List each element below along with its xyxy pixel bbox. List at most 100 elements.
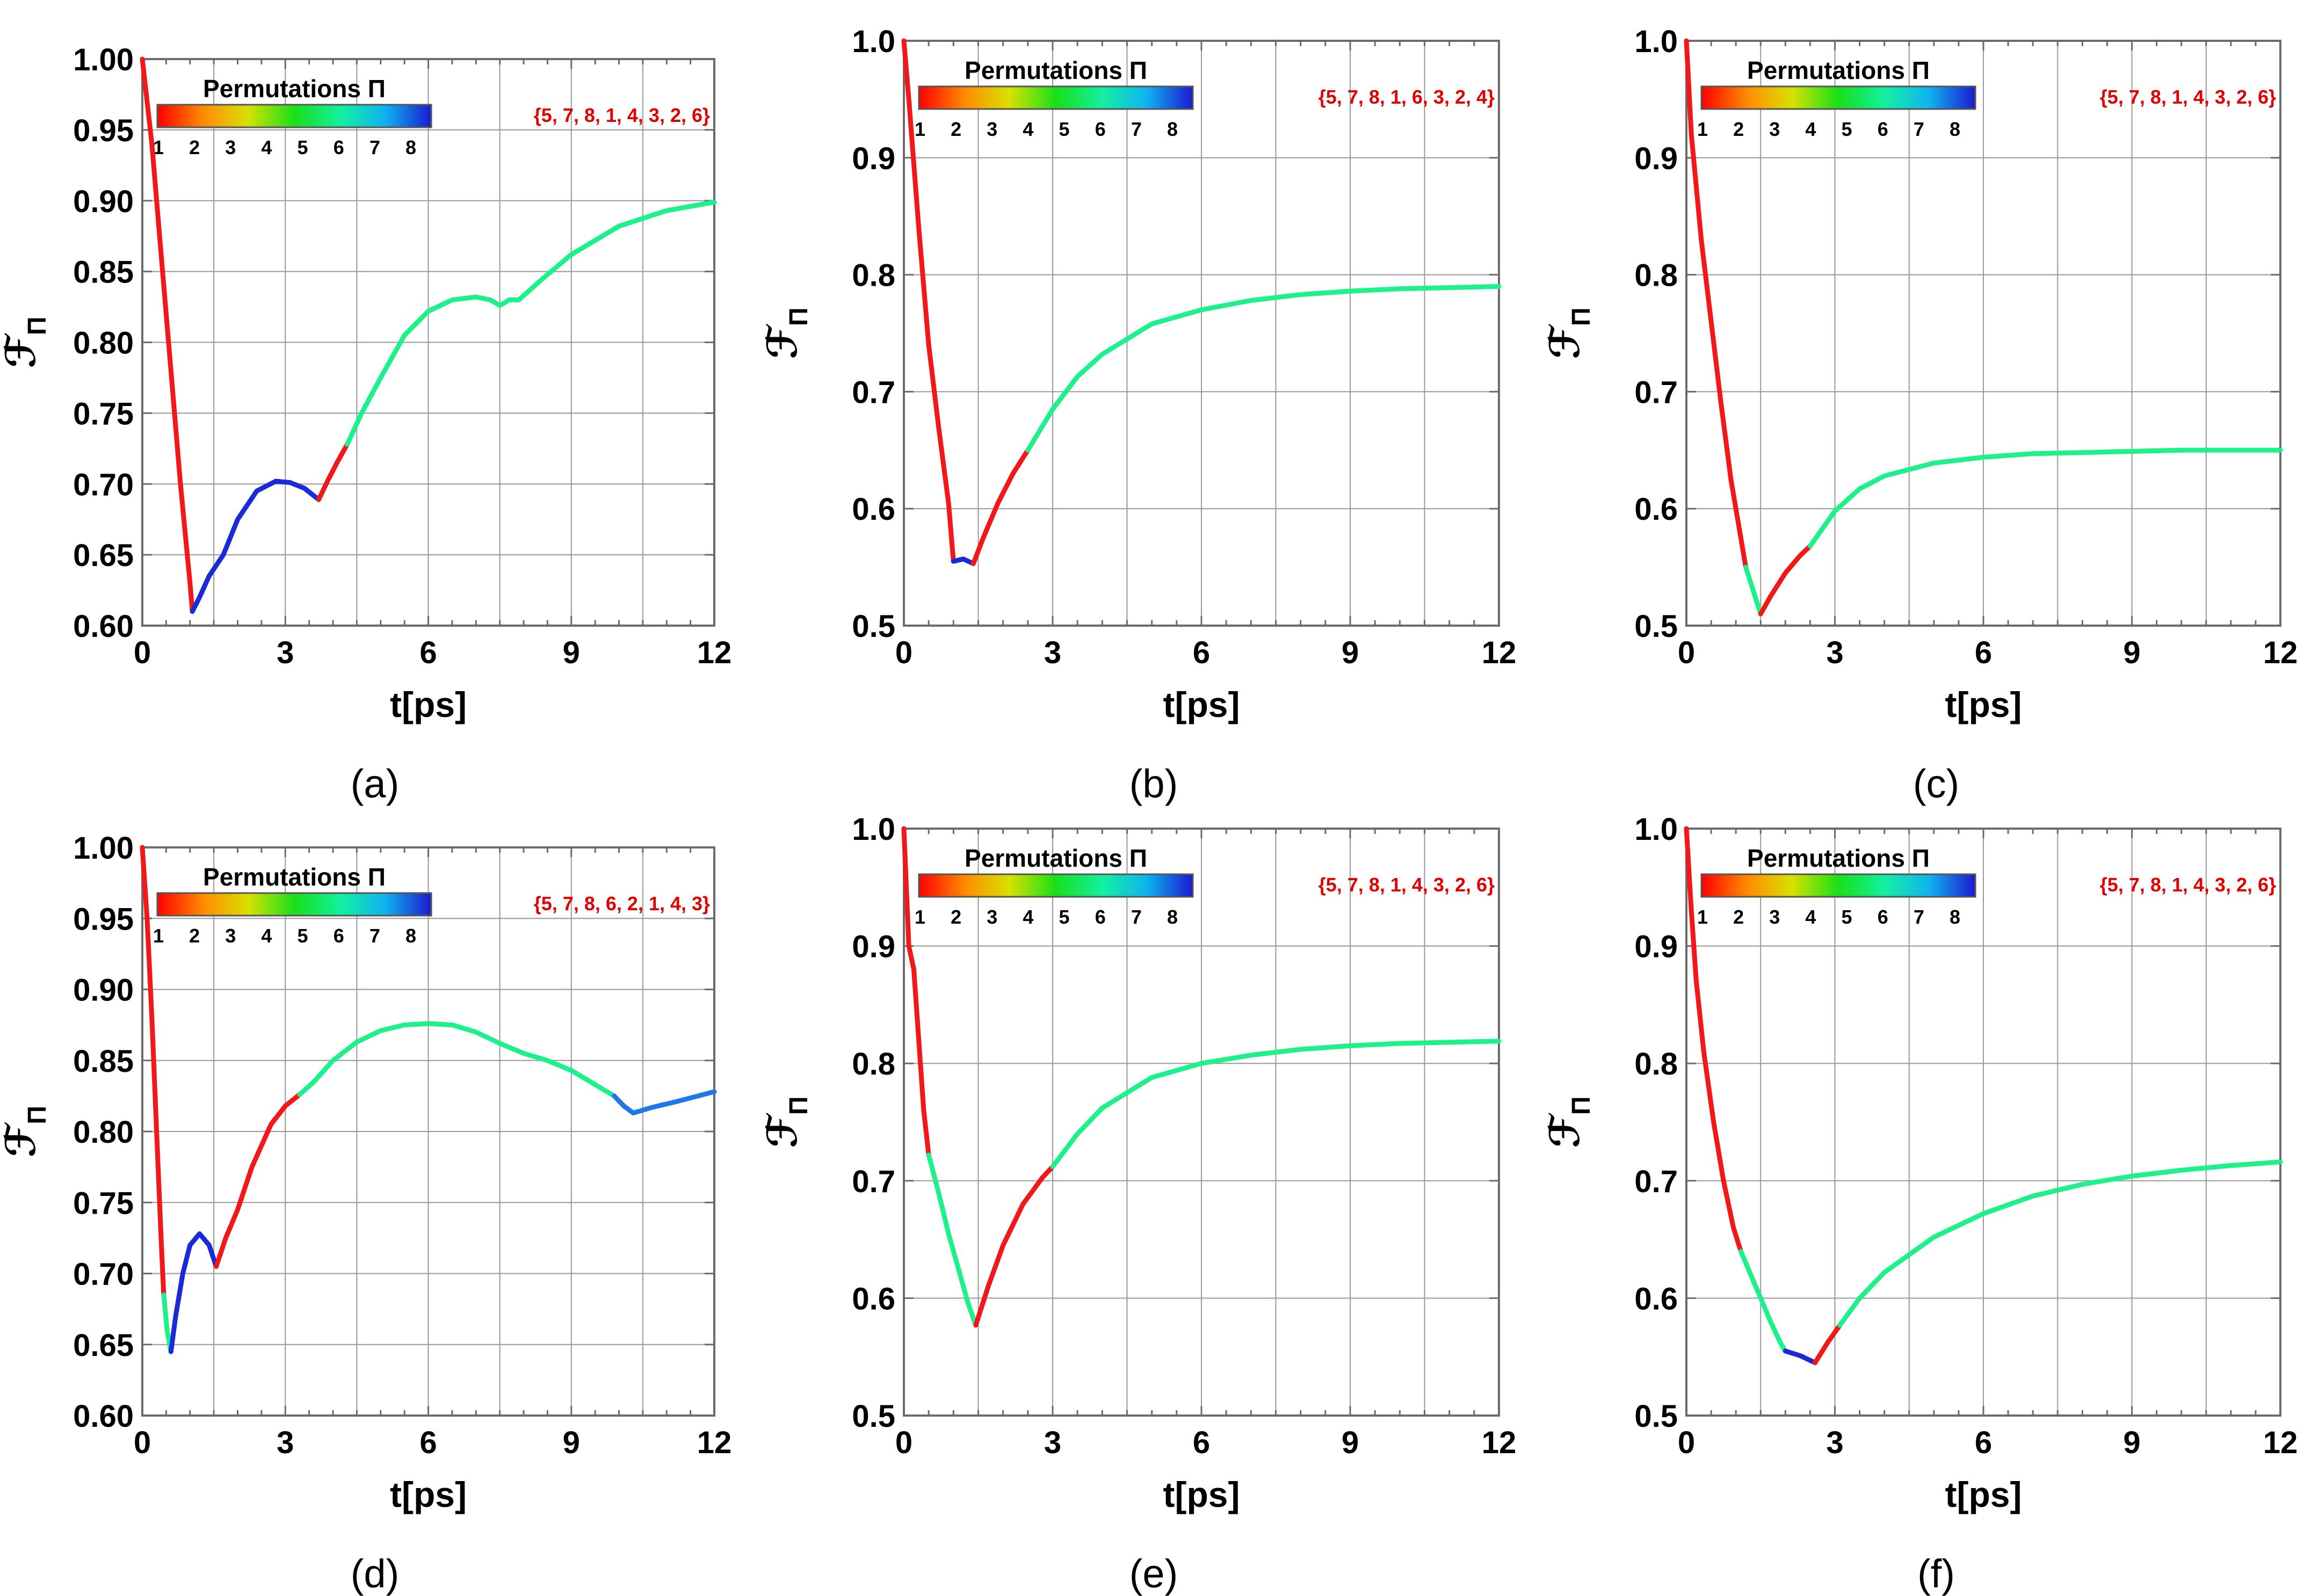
- y-tick-label: 0.7: [852, 375, 895, 410]
- y-tick-label: 0.65: [73, 1328, 134, 1363]
- y-tick-label: 0.9: [852, 141, 895, 176]
- y-tick-label: 0.9: [1634, 930, 1678, 964]
- series-line-3: [1783, 1348, 1818, 1366]
- x-axis-label: t[ps]: [390, 1475, 467, 1514]
- y-axis-label-subscript: Π: [1567, 307, 1596, 326]
- colorbar-tick-label: 4: [261, 136, 272, 158]
- x-tick-label: 0: [895, 635, 912, 670]
- y-tick-label: 0.7: [852, 1164, 895, 1199]
- colorbar-tick-label: 1: [153, 925, 164, 947]
- y-tick-label: 1.00: [73, 831, 134, 866]
- y-axis-label-symbol: ℱ: [1542, 324, 1588, 359]
- colorbar-tick-label: 1: [1697, 118, 1708, 140]
- y-tick-label: 1.0: [1634, 812, 1678, 847]
- chart-panel-e: 0 3 6 9 120.50.60.70.80.91.0t[ps]ℱΠPermutati…: [760, 812, 1516, 1596]
- x-tick-label: 3: [1826, 635, 1843, 670]
- series-line-4: [1025, 284, 1502, 453]
- y-tick-label: 0.6: [1634, 1281, 1678, 1316]
- y-tick-label: 0.6: [1634, 492, 1678, 527]
- y-tick-label: 0.80: [73, 326, 134, 361]
- x-tick-label: 12: [1482, 635, 1517, 670]
- y-tick-label: 0.6: [852, 1281, 895, 1316]
- colorbar-tick-label: 3: [1769, 906, 1780, 928]
- colorbar-tick-label: 6: [1095, 906, 1106, 928]
- chart-panel-c: 0 3 6 9 120.50.60.70.80.91.0t[ps]ℱΠPermutati…: [1542, 24, 2298, 806]
- colorbar-title: Permutations Π: [965, 844, 1147, 872]
- y-tick-label: 0.90: [73, 973, 134, 1008]
- x-axis-label: t[ps]: [1945, 1475, 2022, 1514]
- series-line-2: [190, 478, 321, 614]
- series-line-1: [140, 845, 166, 1297]
- series-line-5: [297, 1021, 617, 1099]
- colorbar-title: Permutations Π: [203, 75, 386, 103]
- colorbar: [918, 85, 1194, 110]
- y-axis-label-symbol: ℱ: [0, 1122, 44, 1157]
- colorbar-title: Permutations Π: [965, 56, 1147, 84]
- x-axis-label: t[ps]: [390, 685, 467, 724]
- colorbar: [918, 873, 1194, 898]
- y-tick-label: 0.5: [852, 1399, 895, 1434]
- colorbar-tick-label: 4: [261, 925, 272, 947]
- x-tick-label: 3: [277, 1425, 294, 1460]
- colorbar-tick-label: 3: [225, 136, 236, 158]
- y-axis-label-symbol: ℱ: [760, 1113, 806, 1148]
- x-tick-label: 9: [1342, 1425, 1359, 1460]
- y-tick-label: 0.60: [73, 1399, 134, 1434]
- y-tick-label: 0.7: [1634, 1164, 1678, 1199]
- colorbar-tick-label: 2: [189, 925, 200, 947]
- colorbar: [156, 892, 432, 917]
- x-tick-label: 0: [134, 635, 151, 670]
- series-line-3: [1758, 543, 1813, 616]
- x-tick-label: 3: [277, 635, 294, 670]
- y-tick-label: 0.95: [73, 113, 134, 148]
- x-tick-label: 0: [1678, 1425, 1695, 1460]
- colorbar-tick-label: 4: [1023, 118, 1033, 140]
- x-tick-label: 9: [2123, 1425, 2140, 1460]
- permutation-annotation: {5, 7, 8, 1, 4, 3, 2, 6}: [2100, 874, 2276, 896]
- y-tick-label: 0.70: [73, 1257, 134, 1292]
- y-tick-label: 0.75: [73, 396, 134, 431]
- colorbar-tick-label: 4: [1805, 906, 1816, 928]
- colorbar-tick-label: 6: [1878, 906, 1888, 928]
- y-tick-label: 0.7: [1634, 375, 1678, 410]
- colorbar-tick-label: 5: [1842, 118, 1852, 140]
- series-line-4: [1807, 447, 2283, 549]
- x-tick-label: 12: [2263, 1425, 2298, 1460]
- colorbar-tick-label: 6: [334, 925, 344, 947]
- colorbar-title: Permutations Π: [1747, 56, 1930, 84]
- colorbar-tick-label: 3: [1769, 118, 1780, 140]
- y-tick-label: 0.8: [852, 1047, 895, 1082]
- x-tick-label: 6: [1193, 1425, 1210, 1460]
- series-line-4: [345, 199, 717, 447]
- x-tick-label: 3: [1826, 1425, 1843, 1460]
- panel-label: (e): [1129, 1551, 1178, 1596]
- colorbar-tick-label: 8: [1950, 118, 1960, 140]
- y-axis-label-subscript: Π: [1567, 1096, 1596, 1115]
- colorbar-tick-label: 4: [1805, 118, 1816, 140]
- series-line-4: [214, 1092, 302, 1269]
- y-tick-label: 0.85: [73, 255, 134, 290]
- x-tick-label: 6: [1975, 635, 1992, 670]
- series-line-6: [612, 1089, 717, 1116]
- x-tick-label: 3: [1044, 635, 1061, 670]
- colorbar-tick-label: 2: [1733, 118, 1744, 140]
- colorbar-tick-label: 7: [1131, 118, 1142, 140]
- colorbar-tick-label: 5: [1842, 906, 1852, 928]
- colorbar-tick-label: 7: [370, 925, 380, 947]
- colorbar-tick-label: 2: [951, 118, 961, 140]
- x-tick-label: 9: [563, 635, 580, 670]
- y-axis-label: ℱΠ: [0, 1106, 52, 1157]
- y-tick-label: 0.6: [852, 492, 895, 527]
- series-line-1: [1684, 826, 1743, 1254]
- y-tick-label: 0.90: [73, 184, 134, 219]
- series-line-3: [970, 447, 1031, 567]
- series-line-2: [1738, 1249, 1788, 1354]
- colorbar-tick-label: 3: [987, 118, 997, 140]
- permutation-annotation: {5, 7, 8, 1, 4, 3, 2, 6}: [2100, 86, 2276, 108]
- y-tick-label: 0.8: [852, 258, 895, 293]
- x-axis-label: t[ps]: [1163, 1475, 1240, 1514]
- x-tick-label: 6: [1193, 635, 1210, 670]
- y-axis-label: ℱΠ: [760, 307, 813, 359]
- colorbar-tick-label: 1: [915, 906, 925, 928]
- y-axis-label-subscript: Π: [785, 1096, 813, 1115]
